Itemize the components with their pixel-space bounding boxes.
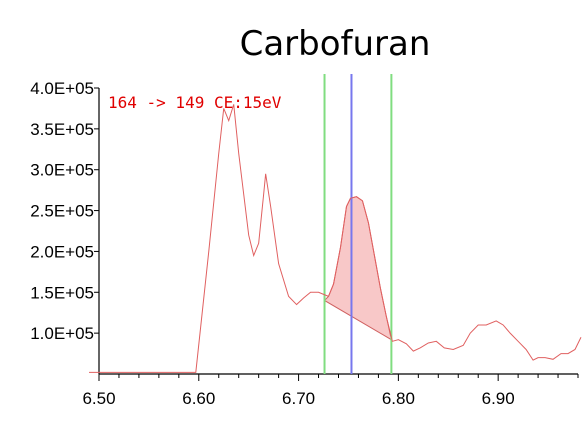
series-line: [89, 104, 582, 373]
y-tick-label: 4.0E+05: [30, 79, 94, 98]
transition-annotation: 164 -> 149 CE:15eV: [108, 93, 282, 112]
x-tick-label: 6.70: [282, 389, 315, 408]
y-tick-label: 1.5E+05: [30, 283, 94, 302]
x-tick-label: 6.80: [382, 389, 415, 408]
y-tick-label: 3.5E+05: [30, 120, 94, 139]
integrated-peak-area: [323, 196, 393, 341]
x-axis-ticks: 6.50 6.60 6.70 6.80 6.90: [82, 374, 579, 408]
x-tick-label: 6.90: [482, 389, 515, 408]
chart-title: Carbofuran: [239, 24, 431, 64]
y-tick-label: 3.0E+05: [30, 161, 94, 180]
axes: [98, 88, 578, 375]
y-axis-ticks: 1.0E+05 1.5E+05 2.0E+05 2.5E+05 3.0E+05 3.5E+…: [30, 79, 99, 343]
y-tick-label: 2.0E+05: [30, 242, 94, 261]
peak-area: [323, 196, 393, 341]
x-tick-label: 6.50: [82, 389, 115, 408]
retention-markers: [323, 74, 393, 374]
x-tick-label: 6.60: [182, 389, 215, 408]
chromatogram-trace: [89, 104, 582, 373]
y-tick-label: 1.0E+05: [30, 324, 94, 343]
y-tick-label: 2.5E+05: [30, 202, 94, 221]
